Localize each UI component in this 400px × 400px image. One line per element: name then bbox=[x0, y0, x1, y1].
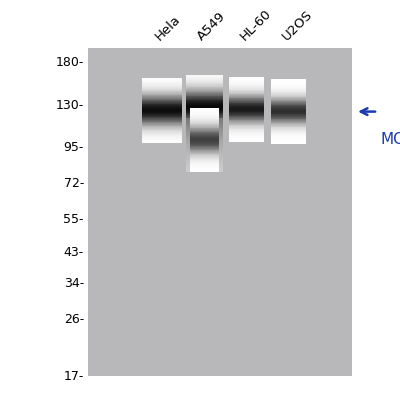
Text: U2OS: U2OS bbox=[280, 8, 315, 43]
Text: 34-: 34- bbox=[64, 277, 84, 290]
Text: MCM2: MCM2 bbox=[380, 132, 400, 147]
Text: 55-: 55- bbox=[64, 213, 84, 226]
Text: 180-: 180- bbox=[56, 56, 84, 68]
Text: A549: A549 bbox=[195, 10, 228, 43]
Text: 17-: 17- bbox=[64, 370, 84, 382]
Text: HL-60: HL-60 bbox=[237, 7, 274, 43]
Text: 26-: 26- bbox=[64, 313, 84, 326]
Text: Hela: Hela bbox=[153, 13, 183, 43]
Text: 130-: 130- bbox=[56, 99, 84, 112]
Text: 43-: 43- bbox=[64, 246, 84, 259]
Text: 95-: 95- bbox=[64, 140, 84, 154]
Text: 72-: 72- bbox=[64, 178, 84, 190]
